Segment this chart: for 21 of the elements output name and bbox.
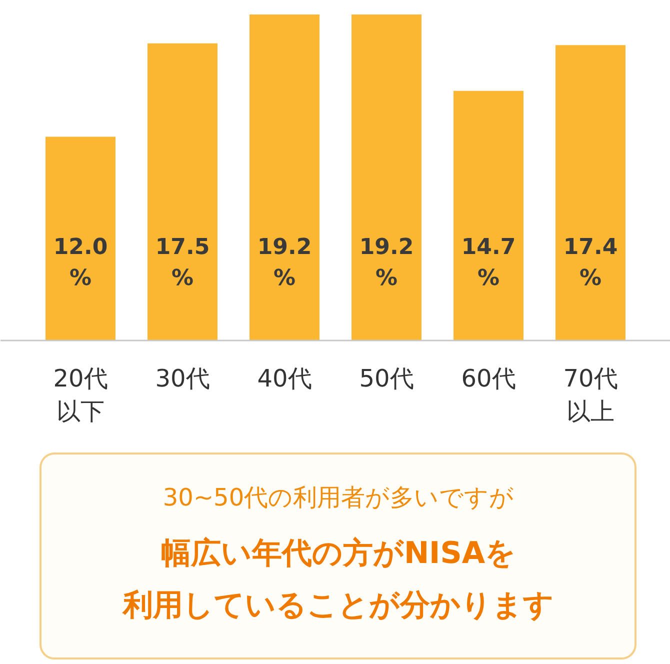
x-tick-label: 40代 [257,364,312,392]
x-tick-label: 60代 [461,364,516,392]
bar [148,43,218,340]
x-tick-label: 70代以上 [563,364,618,426]
data-label: 19.2% [359,235,414,291]
text: 幅広い年代の方がNISAを [160,536,516,571]
x-tick-label: 30代 [155,364,210,392]
text: 30~50代の利用者が多いですが [162,484,514,512]
bar [454,90,524,340]
data-label: 17.4% [563,235,618,291]
data-label: 17.5% [155,235,210,291]
data-label: 14.7% [461,235,516,291]
x-tick-label: 20代以下 [53,364,108,426]
data-label: 19.2% [257,235,312,291]
bar [352,14,422,340]
x-tick-label: 50代 [359,364,414,392]
bar [250,14,320,340]
bar [556,45,626,340]
bar [46,136,116,340]
data-label: 12.0% [53,235,108,291]
text: 利用していることが分かります [122,588,554,623]
